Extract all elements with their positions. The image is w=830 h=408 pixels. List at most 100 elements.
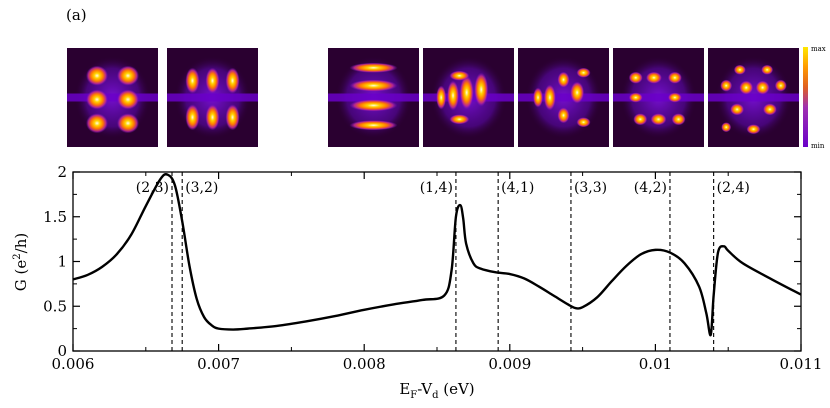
density-maps	[67, 48, 799, 147]
density-lobe	[349, 99, 398, 112]
vline-label-3: (4,1)	[501, 180, 534, 196]
density-map-lead	[67, 93, 158, 102]
density-map-mode-2-4	[708, 48, 799, 147]
density-lobe	[86, 113, 109, 134]
colorbar-min-label: min	[811, 142, 825, 150]
x-label-e: E	[399, 380, 410, 398]
density-map-mode-2-3	[67, 48, 158, 147]
conductance-curve	[72, 173, 802, 337]
density-lobe	[116, 113, 139, 134]
density-lobe	[449, 114, 470, 125]
vline-label-0: (2,3)	[136, 180, 169, 196]
density-lobe	[633, 113, 648, 126]
density-lobe	[436, 85, 447, 110]
density-map-mode-3-2	[167, 48, 258, 147]
density-map-mode-4-2	[613, 48, 704, 147]
density-lobe	[474, 72, 489, 107]
density-map-mode-4-1	[423, 48, 514, 147]
density-lobe	[205, 67, 220, 94]
y-axis-label: G (e2/h)	[12, 233, 30, 291]
y-tick-label-4: 2	[57, 163, 67, 181]
density-lobe	[755, 80, 770, 95]
density-map-lead	[613, 93, 704, 102]
density-lobe	[746, 124, 761, 135]
vline-label-2: (1,4)	[420, 180, 453, 196]
density-lobe	[721, 122, 732, 133]
x-label-sub-d: d	[432, 390, 439, 401]
y-tick-label-3: 1.5	[43, 208, 67, 226]
y-label-unit: /h)	[12, 233, 30, 254]
density-map-mode-3-3	[518, 48, 609, 147]
density-lobe	[116, 65, 139, 86]
y-label-g: G (e	[12, 260, 30, 292]
x-tick-label-3: 0.009	[488, 355, 531, 373]
density-lobe	[761, 64, 774, 75]
density-lobe	[185, 67, 200, 94]
x-tick-label-2: 0.008	[343, 355, 386, 373]
density-lobe	[557, 107, 570, 124]
conductance-plot: 0.006 0.007 0.008 0.009 0.01 0.011 00.511.52 …	[12, 163, 822, 401]
vline-label-6: (2,4)	[717, 180, 750, 196]
density-lobe	[205, 104, 220, 131]
density-lobe	[739, 80, 754, 95]
density-lobe	[650, 113, 667, 126]
density-lobe	[671, 113, 686, 126]
density-lobe	[349, 62, 398, 73]
density-map-mode-1-4	[328, 48, 419, 147]
y-tick-label-1: 0.5	[43, 297, 67, 315]
density-map-lead	[518, 93, 609, 102]
vline-label-1: (3,2)	[185, 180, 218, 196]
mode-labels: (2,3) (3,2) (1,4) (4,1) (3,3) (4,2) (2,4)	[136, 180, 750, 196]
density-map-lead	[708, 93, 799, 102]
density-lobe	[730, 103, 745, 116]
y-axis: 0 0.5 1 1.5 2	[43, 163, 801, 360]
x-axis-label: EF-Vd (eV)	[399, 380, 474, 401]
x-tick-label-0: 0.006	[52, 355, 95, 373]
y-label-sup: 2	[12, 253, 23, 259]
density-lobe	[185, 104, 200, 131]
density-lobe	[576, 117, 591, 128]
density-lobe	[570, 81, 585, 104]
density-lobe	[628, 92, 643, 103]
density-lobe	[667, 92, 682, 103]
x-label-unit: (eV)	[438, 380, 474, 398]
resonance-lines	[171, 172, 715, 351]
density-lobe	[645, 71, 662, 84]
colorbar: max min	[803, 45, 826, 150]
density-map-lead	[167, 93, 258, 102]
density-lobe	[762, 103, 777, 116]
x-label-sub-f: F	[410, 390, 417, 401]
x-axis: 0.006 0.007 0.008 0.009 0.01 0.011	[52, 172, 823, 373]
density-lobe	[733, 64, 746, 75]
vline-label-5: (4,2)	[634, 180, 667, 196]
density-lobe	[449, 70, 470, 81]
vline-label-4: (3,3)	[574, 180, 607, 196]
colorbar-max-label: max	[811, 45, 826, 53]
density-lobe	[533, 87, 544, 108]
y-tick-label-2: 1	[57, 253, 67, 271]
x-tick-label-5: 0.011	[780, 355, 823, 373]
density-lobe	[225, 67, 240, 94]
density-map-lead	[328, 93, 419, 102]
density-lobe	[447, 80, 460, 111]
density-lobe	[459, 75, 474, 110]
x-label-mid: -V	[417, 380, 433, 398]
panel-label: (a)	[66, 6, 87, 24]
density-lobe	[349, 79, 398, 92]
x-tick-label-4: 0.01	[639, 355, 672, 373]
colorbar-gradient	[803, 47, 808, 147]
density-lobe	[116, 89, 139, 110]
density-lobe	[86, 65, 109, 86]
density-lobe	[86, 89, 109, 110]
density-lobe	[557, 71, 570, 88]
density-lobe	[543, 84, 556, 111]
density-lobe	[667, 71, 682, 84]
density-lobe	[349, 120, 398, 131]
density-lobe	[225, 104, 240, 131]
density-lobe	[774, 79, 787, 92]
density-lobe	[720, 79, 733, 92]
x-tick-label-1: 0.007	[197, 355, 240, 373]
density-lobe	[628, 71, 643, 84]
